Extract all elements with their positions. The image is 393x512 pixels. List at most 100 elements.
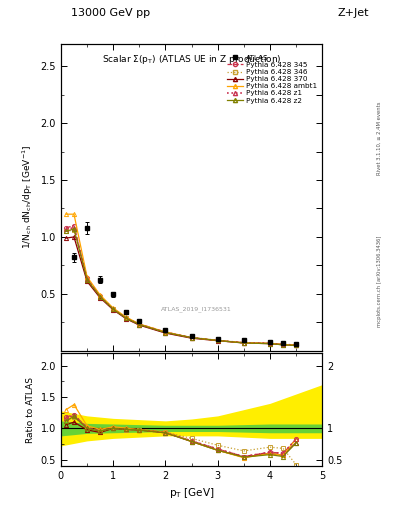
Line: Pythia 6.428 370: Pythia 6.428 370 (64, 235, 298, 348)
Text: Rivet 3.1.10, ≥ 2.4M events: Rivet 3.1.10, ≥ 2.4M events (377, 101, 382, 175)
Pythia 6.428 z1 (163, 329, 168, 335)
Pythia 6.428 370 (189, 335, 194, 342)
Pythia 6.428 z2 (163, 329, 168, 335)
Pythia 6.428 ambt1 (98, 292, 103, 298)
Pythia 6.428 z1 (241, 339, 246, 346)
Pythia 6.428 346 (241, 339, 246, 346)
Pythia 6.428 370 (137, 322, 142, 328)
Pythia 6.428 z1 (215, 337, 220, 344)
Pythia 6.428 345 (241, 339, 246, 346)
Text: Scalar $\Sigma$(p$_{\rm T}$) (ATLAS UE in Z production): Scalar $\Sigma$(p$_{\rm T}$) (ATLAS UE i… (102, 53, 281, 66)
Text: Z+Jet: Z+Jet (338, 8, 369, 18)
Pythia 6.428 370 (111, 307, 116, 313)
Pythia 6.428 370 (215, 337, 220, 344)
Pythia 6.428 z1 (98, 293, 103, 300)
Pythia 6.428 346 (98, 293, 103, 300)
Pythia 6.428 345 (111, 306, 116, 312)
Pythia 6.428 370 (294, 343, 299, 349)
Pythia 6.428 z2 (64, 228, 68, 234)
Pythia 6.428 z2 (111, 306, 116, 312)
Pythia 6.428 370 (163, 330, 168, 336)
Pythia 6.428 z2 (215, 337, 220, 344)
Pythia 6.428 370 (64, 235, 68, 241)
Pythia 6.428 345 (268, 340, 272, 347)
Pythia 6.428 z2 (98, 293, 103, 300)
Pythia 6.428 ambt1 (72, 211, 76, 217)
Pythia 6.428 z1 (281, 342, 285, 348)
Pythia 6.428 346 (124, 315, 129, 322)
Pythia 6.428 370 (72, 234, 76, 240)
Pythia 6.428 z1 (64, 226, 68, 232)
Pythia 6.428 z1 (268, 340, 272, 347)
Pythia 6.428 ambt1 (189, 334, 194, 340)
Pythia 6.428 ambt1 (241, 339, 246, 346)
Pythia 6.428 ambt1 (215, 337, 220, 344)
Pythia 6.428 z2 (268, 340, 272, 347)
Pythia 6.428 z1 (137, 322, 142, 328)
Line: Pythia 6.428 z2: Pythia 6.428 z2 (64, 227, 298, 348)
Pythia 6.428 ambt1 (268, 340, 272, 347)
Text: 13000 GeV pp: 13000 GeV pp (71, 8, 150, 18)
Pythia 6.428 345 (85, 275, 90, 282)
Pythia 6.428 ambt1 (281, 342, 285, 348)
Pythia 6.428 345 (64, 225, 68, 231)
Pythia 6.428 z2 (241, 340, 246, 346)
Pythia 6.428 ambt1 (85, 274, 90, 280)
Pythia 6.428 z2 (85, 276, 90, 283)
Text: mcplots.cern.ch [arXiv:1306.3436]: mcplots.cern.ch [arXiv:1306.3436] (377, 236, 382, 327)
Pythia 6.428 345 (124, 315, 129, 321)
Line: Pythia 6.428 ambt1: Pythia 6.428 ambt1 (64, 212, 298, 347)
Pythia 6.428 z1 (72, 225, 76, 231)
Pythia 6.428 346 (268, 340, 272, 347)
X-axis label: p$_{\rm T}$ [GeV]: p$_{\rm T}$ [GeV] (169, 486, 214, 500)
Pythia 6.428 ambt1 (111, 305, 116, 311)
Pythia 6.428 ambt1 (137, 321, 142, 327)
Pythia 6.428 345 (281, 342, 285, 348)
Pythia 6.428 370 (268, 340, 272, 347)
Pythia 6.428 345 (72, 223, 76, 229)
Pythia 6.428 z1 (124, 315, 129, 322)
Y-axis label: 1/N$_{\rm ch}$ dN$_{\rm ch}$/dp$_{\rm T}$ [GeV$^{-1}$]: 1/N$_{\rm ch}$ dN$_{\rm ch}$/dp$_{\rm T}… (20, 145, 35, 249)
Pythia 6.428 370 (241, 340, 246, 346)
Pythia 6.428 346 (64, 228, 68, 234)
Line: Pythia 6.428 z1: Pythia 6.428 z1 (64, 226, 298, 347)
Text: ATLAS_2019_I1736531: ATLAS_2019_I1736531 (162, 307, 232, 312)
Pythia 6.428 346 (111, 306, 116, 312)
Pythia 6.428 z1 (85, 276, 90, 282)
Pythia 6.428 z2 (189, 334, 194, 340)
Pythia 6.428 346 (137, 322, 142, 328)
Pythia 6.428 345 (189, 334, 194, 340)
Legend: ATLAS, Pythia 6.428 345, Pythia 6.428 346, Pythia 6.428 370, Pythia 6.428 ambt1,: ATLAS, Pythia 6.428 345, Pythia 6.428 34… (226, 53, 319, 105)
Pythia 6.428 z2 (281, 342, 285, 348)
Pythia 6.428 345 (98, 293, 103, 299)
Y-axis label: Ratio to ATLAS: Ratio to ATLAS (26, 377, 35, 442)
Pythia 6.428 370 (85, 278, 90, 284)
Pythia 6.428 345 (294, 342, 299, 348)
Pythia 6.428 345 (137, 321, 142, 327)
Pythia 6.428 346 (85, 276, 90, 283)
Pythia 6.428 ambt1 (64, 211, 68, 217)
Pythia 6.428 370 (124, 316, 129, 322)
Pythia 6.428 345 (163, 329, 168, 335)
Line: Pythia 6.428 346: Pythia 6.428 346 (64, 228, 298, 347)
Line: Pythia 6.428 345: Pythia 6.428 345 (64, 223, 298, 347)
Pythia 6.428 346 (215, 337, 220, 344)
Pythia 6.428 ambt1 (163, 329, 168, 335)
Pythia 6.428 z1 (189, 334, 194, 340)
Pythia 6.428 z2 (294, 343, 299, 349)
Pythia 6.428 z1 (294, 342, 299, 348)
Pythia 6.428 z2 (72, 226, 76, 232)
Pythia 6.428 z1 (111, 306, 116, 312)
Pythia 6.428 z2 (124, 315, 129, 322)
Pythia 6.428 z2 (137, 322, 142, 328)
Pythia 6.428 346 (163, 329, 168, 335)
Pythia 6.428 370 (98, 295, 103, 301)
Pythia 6.428 346 (294, 342, 299, 348)
Pythia 6.428 346 (189, 334, 194, 340)
Pythia 6.428 370 (281, 342, 285, 348)
Pythia 6.428 346 (281, 342, 285, 348)
Pythia 6.428 346 (72, 227, 76, 233)
Pythia 6.428 ambt1 (124, 314, 129, 320)
Pythia 6.428 345 (215, 337, 220, 344)
Pythia 6.428 ambt1 (294, 342, 299, 348)
